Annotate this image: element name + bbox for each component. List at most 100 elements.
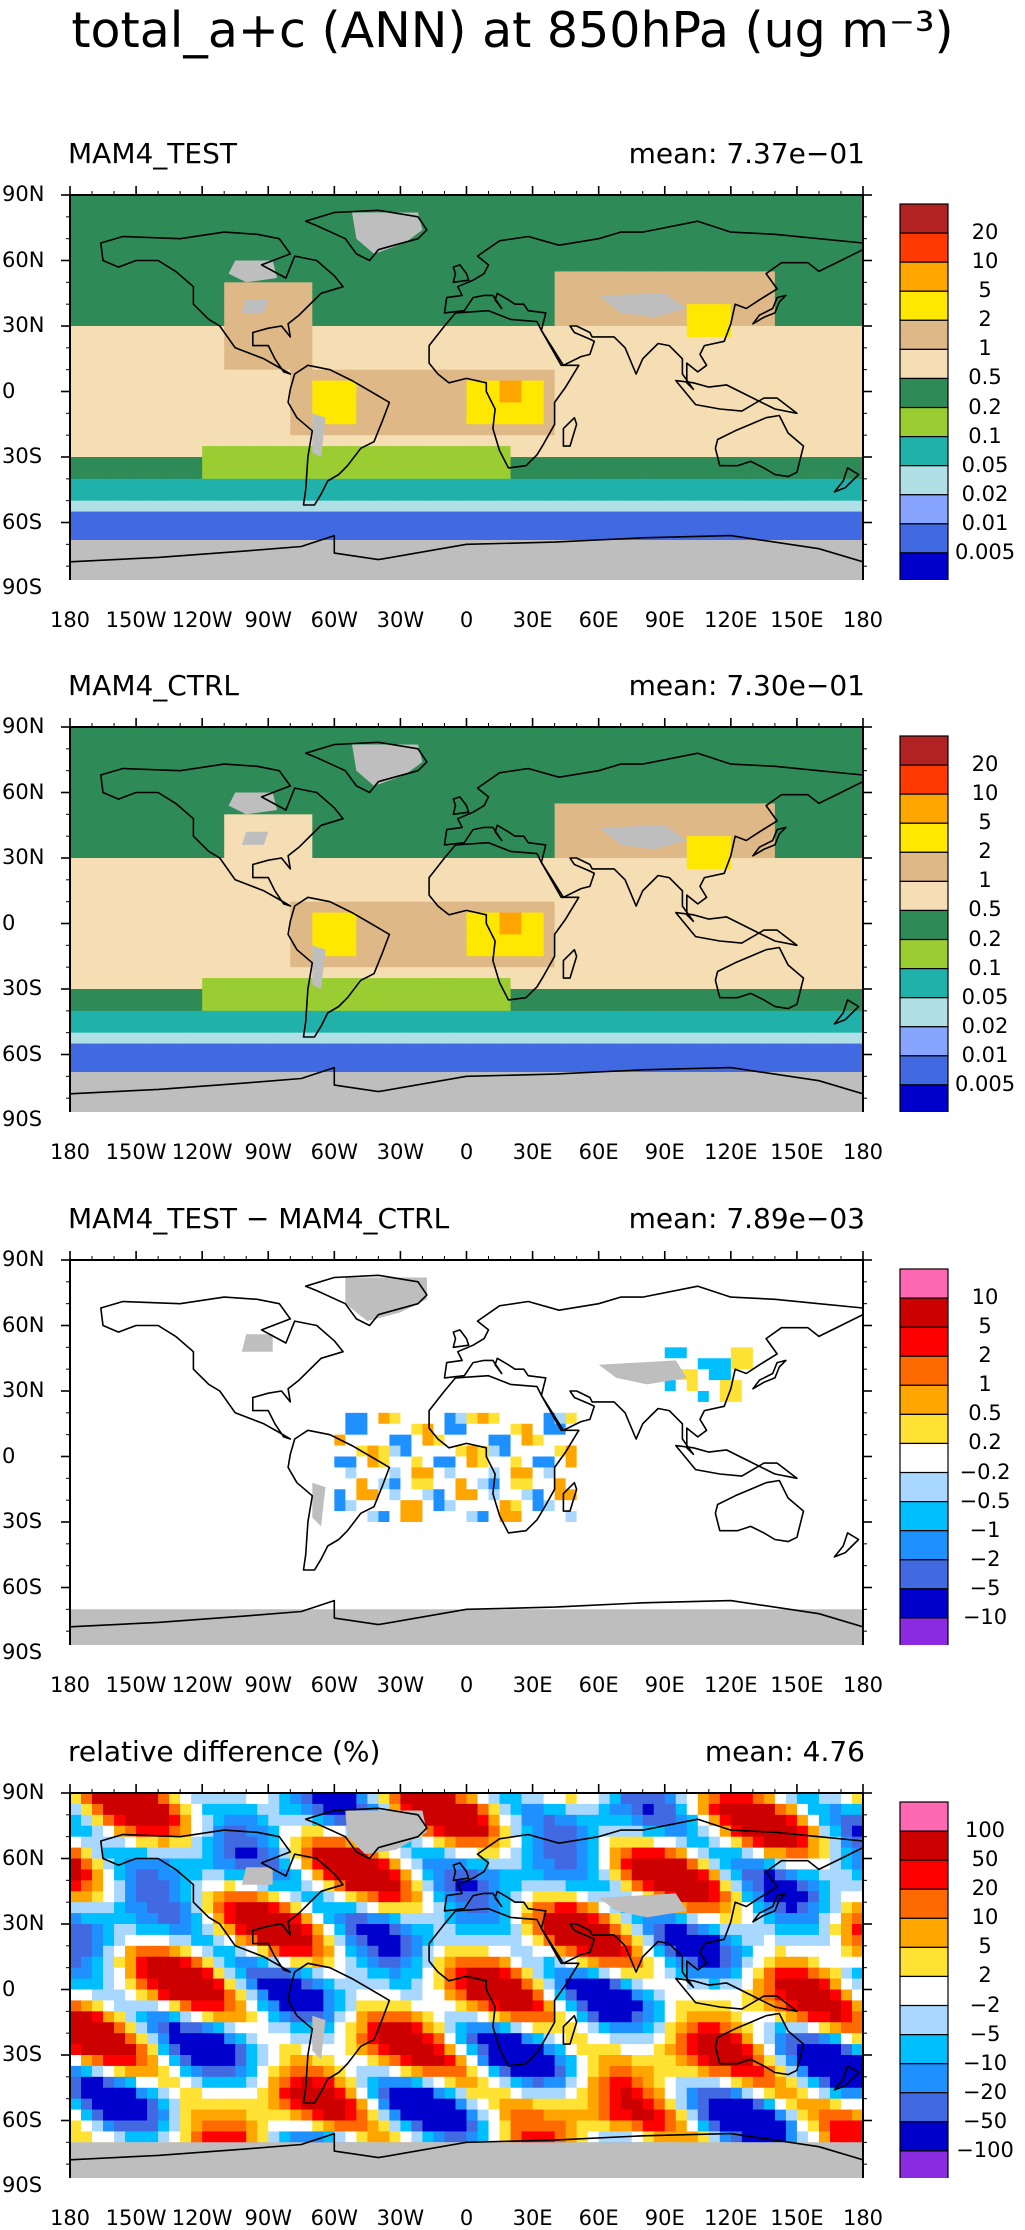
- field-cell: [852, 392, 864, 404]
- field-cell: [411, 727, 423, 739]
- field-cell: [775, 370, 787, 382]
- field-cell: [389, 468, 401, 480]
- field-cell: [279, 847, 291, 859]
- field-cell: [136, 217, 148, 229]
- field-cell: [500, 760, 512, 772]
- field-cell: [709, 446, 721, 458]
- field-cell: [433, 771, 445, 783]
- colorbar-swatch: [900, 349, 948, 378]
- field-cell: [555, 195, 567, 207]
- field-cell: [687, 304, 699, 316]
- field-cell: [500, 206, 512, 218]
- field-cell: [433, 490, 445, 502]
- field-cell: [345, 869, 357, 881]
- field-cell: [180, 523, 192, 535]
- field-cell: [610, 782, 622, 794]
- field-cell: [555, 1022, 567, 1034]
- colorbar-swatch: [900, 524, 948, 553]
- field-cell: [455, 869, 467, 881]
- field-cell: [290, 891, 302, 903]
- field-cell: [235, 1044, 247, 1056]
- field-cell: [92, 1000, 104, 1012]
- field-cell: [136, 836, 148, 848]
- field-cell: [70, 727, 82, 739]
- field-cell: [544, 825, 556, 837]
- field-cell: [180, 880, 192, 892]
- field-cell: [654, 359, 666, 371]
- field-cell: [808, 512, 820, 524]
- field-cell: [841, 1044, 853, 1056]
- field-cell: [610, 195, 622, 207]
- field-cell: [290, 271, 302, 283]
- field-cell: [114, 836, 126, 848]
- field-cell: [92, 217, 104, 229]
- field-cell: [819, 435, 831, 447]
- field-cell: [92, 282, 104, 294]
- field-cell: [786, 913, 798, 925]
- field-cell: [136, 239, 148, 251]
- field-cell: [577, 424, 589, 436]
- field-cell: [522, 869, 534, 881]
- field-cell: [202, 348, 214, 360]
- field-cell: [478, 727, 490, 739]
- field-cell: [500, 967, 512, 979]
- field-cell: [555, 446, 567, 458]
- field-cell: [676, 771, 688, 783]
- field-cell: [775, 359, 787, 371]
- field-cell: [467, 424, 479, 436]
- field-cell: [489, 326, 501, 338]
- field-cell: [478, 1011, 490, 1023]
- field-cell: [478, 370, 490, 382]
- field-cell: [356, 523, 368, 535]
- field-cell: [577, 782, 589, 794]
- field-cell: [489, 1033, 501, 1045]
- field-cell: [665, 435, 677, 447]
- field-cell: [290, 392, 302, 404]
- field-cell: [334, 359, 346, 371]
- field-cell: [588, 468, 600, 480]
- field-cell: [389, 989, 401, 1001]
- field-cell: [632, 782, 644, 794]
- field-cell: [478, 738, 490, 750]
- field-cell: [125, 217, 137, 229]
- field-cell: [665, 490, 677, 502]
- field-cell: [731, 1022, 743, 1034]
- field-cell: [334, 891, 346, 903]
- field-cell: [70, 468, 82, 480]
- field-cell: [114, 749, 126, 761]
- field-cell: [852, 967, 864, 979]
- field-cell: [687, 945, 699, 957]
- field-cell: [147, 793, 159, 805]
- field-cell: [224, 446, 236, 458]
- field-cell: [544, 457, 556, 469]
- field-cell: [698, 934, 710, 946]
- field-cell: [654, 457, 666, 469]
- field-cell: [742, 239, 754, 251]
- field-cell: [500, 945, 512, 957]
- field-cell: [819, 1044, 831, 1056]
- field-cell: [478, 523, 490, 535]
- field-cell: [643, 326, 655, 338]
- field-cell: [753, 880, 765, 892]
- field-cell: [731, 271, 743, 283]
- field-cell: [500, 261, 512, 273]
- field-cell: [268, 869, 280, 881]
- field-cell: [169, 293, 181, 305]
- field-cell: [808, 195, 820, 207]
- field-cell: [654, 793, 666, 805]
- field-cell: [279, 967, 291, 979]
- field-cell: [400, 793, 412, 805]
- field-cell: [301, 978, 313, 990]
- field-cell: [852, 1022, 864, 1034]
- field-cell: [70, 771, 82, 783]
- field-cell: [356, 402, 368, 414]
- field-cell: [852, 869, 864, 881]
- field-cell: [334, 924, 346, 936]
- field-cell: [720, 250, 732, 262]
- field-cell: [654, 945, 666, 957]
- field-cell: [92, 1011, 104, 1023]
- field-cell: [367, 315, 379, 327]
- field-cell: [599, 934, 611, 946]
- field-cell: [444, 727, 456, 739]
- field-cell: [356, 1000, 368, 1012]
